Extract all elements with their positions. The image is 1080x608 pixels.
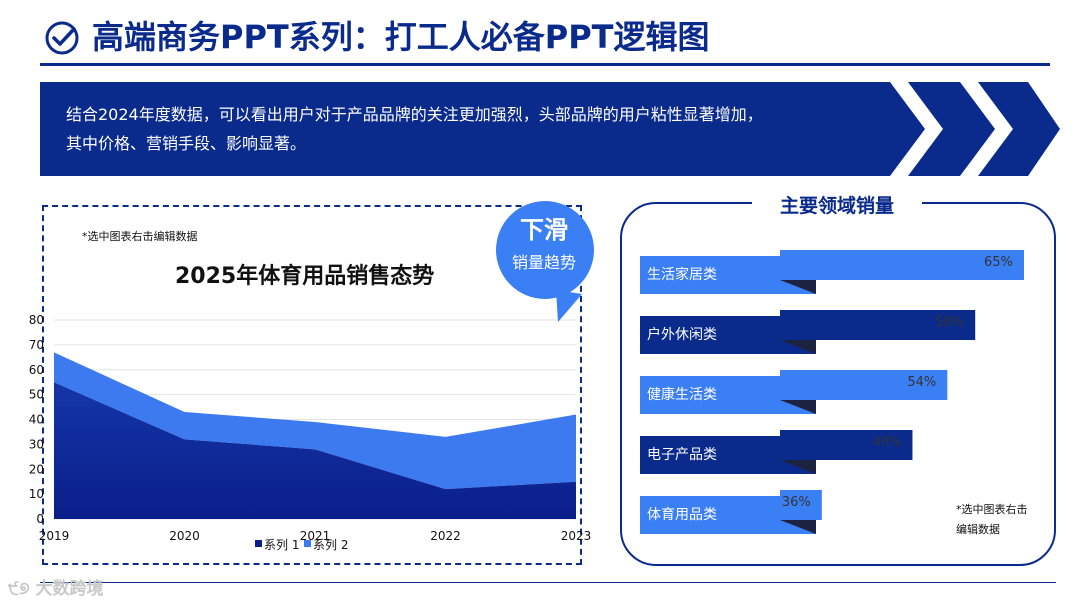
row-value-bar[interactable] [780,430,913,460]
title-divider [40,63,1050,66]
series-2-area[interactable] [54,352,576,490]
row-value-bar[interactable] [780,370,948,400]
row-value-bar[interactable] [780,490,822,520]
x-tick-label: 2020 [169,529,200,543]
row-value: 58% [935,315,965,330]
panel-title: 主要领域销量 [779,195,894,217]
chart-title: 2025年体育用品销售态势 [175,264,435,289]
panel-title-wrap: 主要领域销量 [752,192,922,220]
speech-bubble [496,201,594,322]
check-circle-icon [45,21,79,55]
sales-chart-frame [42,205,582,565]
footer-divider [40,582,1056,583]
y-tick-label: 20 [29,462,44,476]
row-value: 54% [907,375,937,390]
row-fold [780,520,816,534]
watermark-logo: ੯୭ 大数跨境 [8,574,103,599]
row-fold [780,340,816,354]
y-tick-label: 0 [36,512,44,526]
watermark-text: 大数跨境 [35,579,104,599]
chart-edit-note: *选中图表右击编辑数据 [82,230,198,243]
legend-label: 系列 1 [264,538,299,552]
banner-line-1: 结合2024年度数据，可以看出用户对于产品品牌的关注更加强烈，头部品牌的用户粘性… [66,105,763,124]
row-label: 生活家居类 [647,267,717,283]
row-value-bar[interactable] [780,250,1024,280]
y-tick-label: 10 [29,487,44,501]
banner-text: 结合2024年度数据，可以看出用户对于产品品牌的关注更加强烈，头部品牌的用户粘性… [66,100,886,158]
y-tick-label: 50 [29,388,44,402]
x-tick-label: 2019 [39,529,70,543]
row-label: 户外休闲类 [647,327,717,343]
legend-swatch [304,540,311,547]
row-label: 健康生活类 [647,387,717,403]
legend-swatch [255,540,262,547]
x-tick-label: 2022 [430,529,461,543]
row-value: 49% [872,435,902,450]
y-tick-label: 30 [29,437,44,451]
row-fold [780,280,816,294]
panel-edit-note: *选中图表右击编辑数据 [956,503,1028,536]
badge-line-2: 销量趋势 [511,253,576,272]
y-tick-label: 40 [29,413,44,427]
area-chart[interactable]: 0 10 20 30 40 50 60 70 80 2019 2020 2021 2022 2023 系列 … [0,0,620,575]
row-value-bar[interactable] [780,310,976,340]
chevron-icon [978,82,1060,176]
x-tick-label: 2023 [561,529,592,543]
legend-label: 系列 2 [313,538,348,552]
row-label: 电子产品类 [647,447,717,463]
series-1-area[interactable] [54,382,576,519]
row-fold [780,460,816,474]
summary-banner: 结合2024年度数据，可以看出用户对于产品品牌的关注更加强烈，头部品牌的用户粘性… [40,82,1060,176]
y-tick-label: 60 [29,363,44,377]
y-tick-label: 70 [29,338,44,352]
banner-shape [40,82,1060,176]
row-label: 体育用品类 [647,507,717,523]
row-value: 65% [984,255,1013,270]
banner-line-2: 其中价格、营销手段、影响显著。 [66,134,307,153]
watermark-icon: ੯୭ [8,579,36,599]
page-title: 高端商务PPT系列：打工人必备PPT逻辑图 [92,18,710,56]
row-value: 36% [781,495,811,510]
chevron-icon [908,82,995,176]
row-fold [780,400,816,414]
badge-line-1: 下滑 [520,216,568,244]
y-tick-label: 80 [29,313,44,327]
x-tick-label: 2021 [300,529,331,543]
